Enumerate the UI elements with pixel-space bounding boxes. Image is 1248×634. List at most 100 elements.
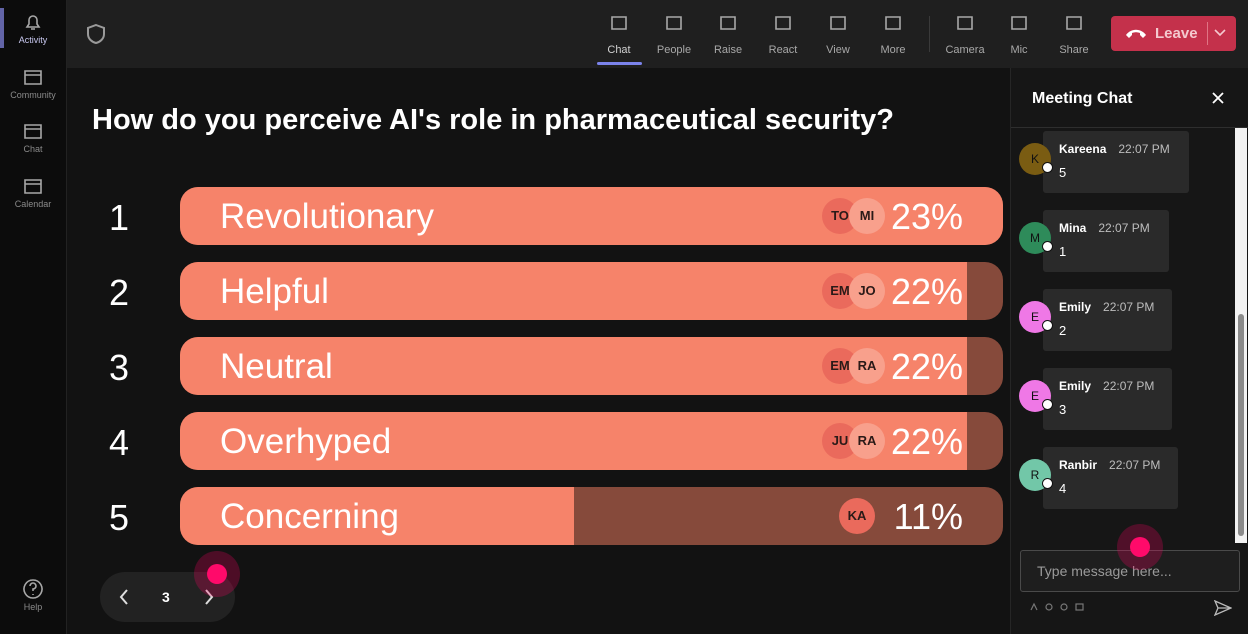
option-percent: 22% [890, 346, 963, 387]
message-text: 4 [1059, 481, 1067, 496]
toolbar-label[interactable]: Share [1059, 44, 1089, 56]
nav-label[interactable]: Calendar [14, 199, 52, 209]
active-indicator [0, 8, 4, 48]
toolbar: Leave Chat People Raise React View More Camera… [67, 0, 1248, 68]
poll-bar: Neutral 22% EM RA [180, 337, 1003, 395]
status-dot [1042, 320, 1053, 331]
status-dot [1042, 162, 1053, 173]
chat-title: Meeting Chat [1032, 90, 1133, 107]
message-time: 22:07 PM [1098, 221, 1150, 235]
cursor-halo [194, 551, 240, 597]
page-number: 3 [162, 589, 170, 605]
message-author: Emily [1059, 379, 1092, 393]
format-icons [1030, 602, 1084, 611]
option-label: Revolutionary [220, 197, 434, 236]
option-percent: 22% [890, 271, 963, 312]
active-tab-underline [597, 62, 642, 65]
nav-label[interactable]: Help [23, 602, 43, 612]
message-bubble: Mina 22:07 PM 1 [1043, 210, 1169, 272]
option-rank: 2 [108, 272, 130, 313]
toolbar-label[interactable]: React [768, 44, 798, 56]
voter-chip: KA [839, 498, 875, 534]
divider [1011, 127, 1248, 128]
message-text: 2 [1059, 323, 1067, 338]
toolbar-label[interactable]: Mic [1010, 44, 1028, 56]
status-dot [1042, 478, 1053, 489]
option-label: Helpful [220, 272, 329, 311]
next-button[interactable] [204, 589, 214, 605]
scroll-thumb [1238, 314, 1244, 536]
option-rank: 4 [108, 422, 130, 463]
prev-button[interactable] [119, 589, 129, 605]
scrollbar [1235, 128, 1247, 543]
option-rank: 3 [108, 347, 130, 388]
cursor-dot [207, 564, 227, 584]
toolbar-label[interactable]: More [880, 44, 906, 56]
message-bubble: Ranbir 22:07 PM 4 [1043, 447, 1178, 509]
toolbar-icon [666, 16, 682, 30]
toolbar-icon [830, 16, 846, 30]
message-time: 22:07 PM [1109, 458, 1161, 472]
message-author: Mina [1059, 221, 1087, 235]
message-bubble: Kareena 22:07 PM 5 [1043, 131, 1189, 193]
message-bubble: Emily 22:07 PM 2 [1043, 289, 1172, 351]
close-button[interactable] [1212, 92, 1224, 104]
toolbar-label[interactable]: Chat [607, 44, 631, 56]
poll-question: How do you perceive AI's role in pharmac… [92, 104, 894, 136]
message-text: 3 [1059, 402, 1067, 417]
voter-chip: JO [849, 273, 885, 309]
message-author: Emily [1059, 300, 1092, 314]
message-bubble: Emily 22:07 PM 3 [1043, 368, 1172, 430]
voter-chip: EM [822, 348, 858, 384]
toolbar-icon [720, 16, 736, 30]
voter-chip: MI [849, 198, 885, 234]
hangup-icon [1126, 29, 1146, 38]
message-author: Kareena [1059, 142, 1107, 156]
toolbar-label[interactable]: People [656, 44, 692, 56]
toolbar-icon [885, 16, 901, 30]
toolbar-label[interactable]: Camera [945, 44, 985, 56]
shield-icon [87, 24, 105, 44]
split [1207, 22, 1208, 45]
option-percent: 11% [893, 496, 963, 537]
nav-label[interactable]: Activity [18, 35, 48, 45]
poll-bar: Concerning 11% KA [180, 487, 1003, 545]
cursor-dot [1130, 537, 1150, 557]
toolbar-label[interactable]: Raise [713, 44, 743, 56]
toolbar-label[interactable]: View [826, 44, 850, 56]
option-percent: 22% [890, 421, 963, 462]
toolbar-icon [1011, 16, 1027, 30]
left-rail: Activity Community Chat Calendar Help [0, 0, 67, 634]
voter-chip: RA [849, 348, 885, 384]
status-dot [1042, 241, 1053, 252]
send-button[interactable] [1214, 600, 1232, 616]
separator [929, 16, 930, 52]
nav-label[interactable]: Community [10, 90, 56, 100]
message-time: 22:07 PM [1103, 379, 1155, 393]
option-rank: 5 [108, 497, 130, 538]
nav-label[interactable]: Chat [23, 144, 43, 154]
nav-icon [24, 70, 42, 85]
status-dot [1042, 399, 1053, 410]
option-percent: 23% [890, 196, 963, 237]
voter-chip: RA [849, 423, 885, 459]
message-author: Ranbir [1059, 458, 1098, 472]
toolbar-icon [775, 16, 791, 30]
poll-bar: Revolutionary 23% TO MI [180, 187, 1003, 245]
nav-icon [24, 179, 42, 194]
input-placeholder: Type message here... [1037, 563, 1172, 579]
message-text: 1 [1059, 244, 1067, 259]
toolbar-icon [1066, 16, 1082, 30]
cursor-halo [1117, 524, 1163, 570]
option-label: Neutral [220, 347, 333, 386]
message-time: 22:07 PM [1118, 142, 1170, 156]
message-time: 22:07 PM [1103, 300, 1155, 314]
poll-bar: Helpful 22% EM JO [180, 262, 1003, 320]
leave-label: Leave [1155, 25, 1198, 42]
leave-button[interactable]: Leave [1111, 16, 1236, 51]
option-label: Overhyped [220, 422, 392, 461]
chevron [1214, 29, 1226, 37]
message-text: 5 [1059, 165, 1067, 180]
nav-icon [24, 124, 42, 139]
